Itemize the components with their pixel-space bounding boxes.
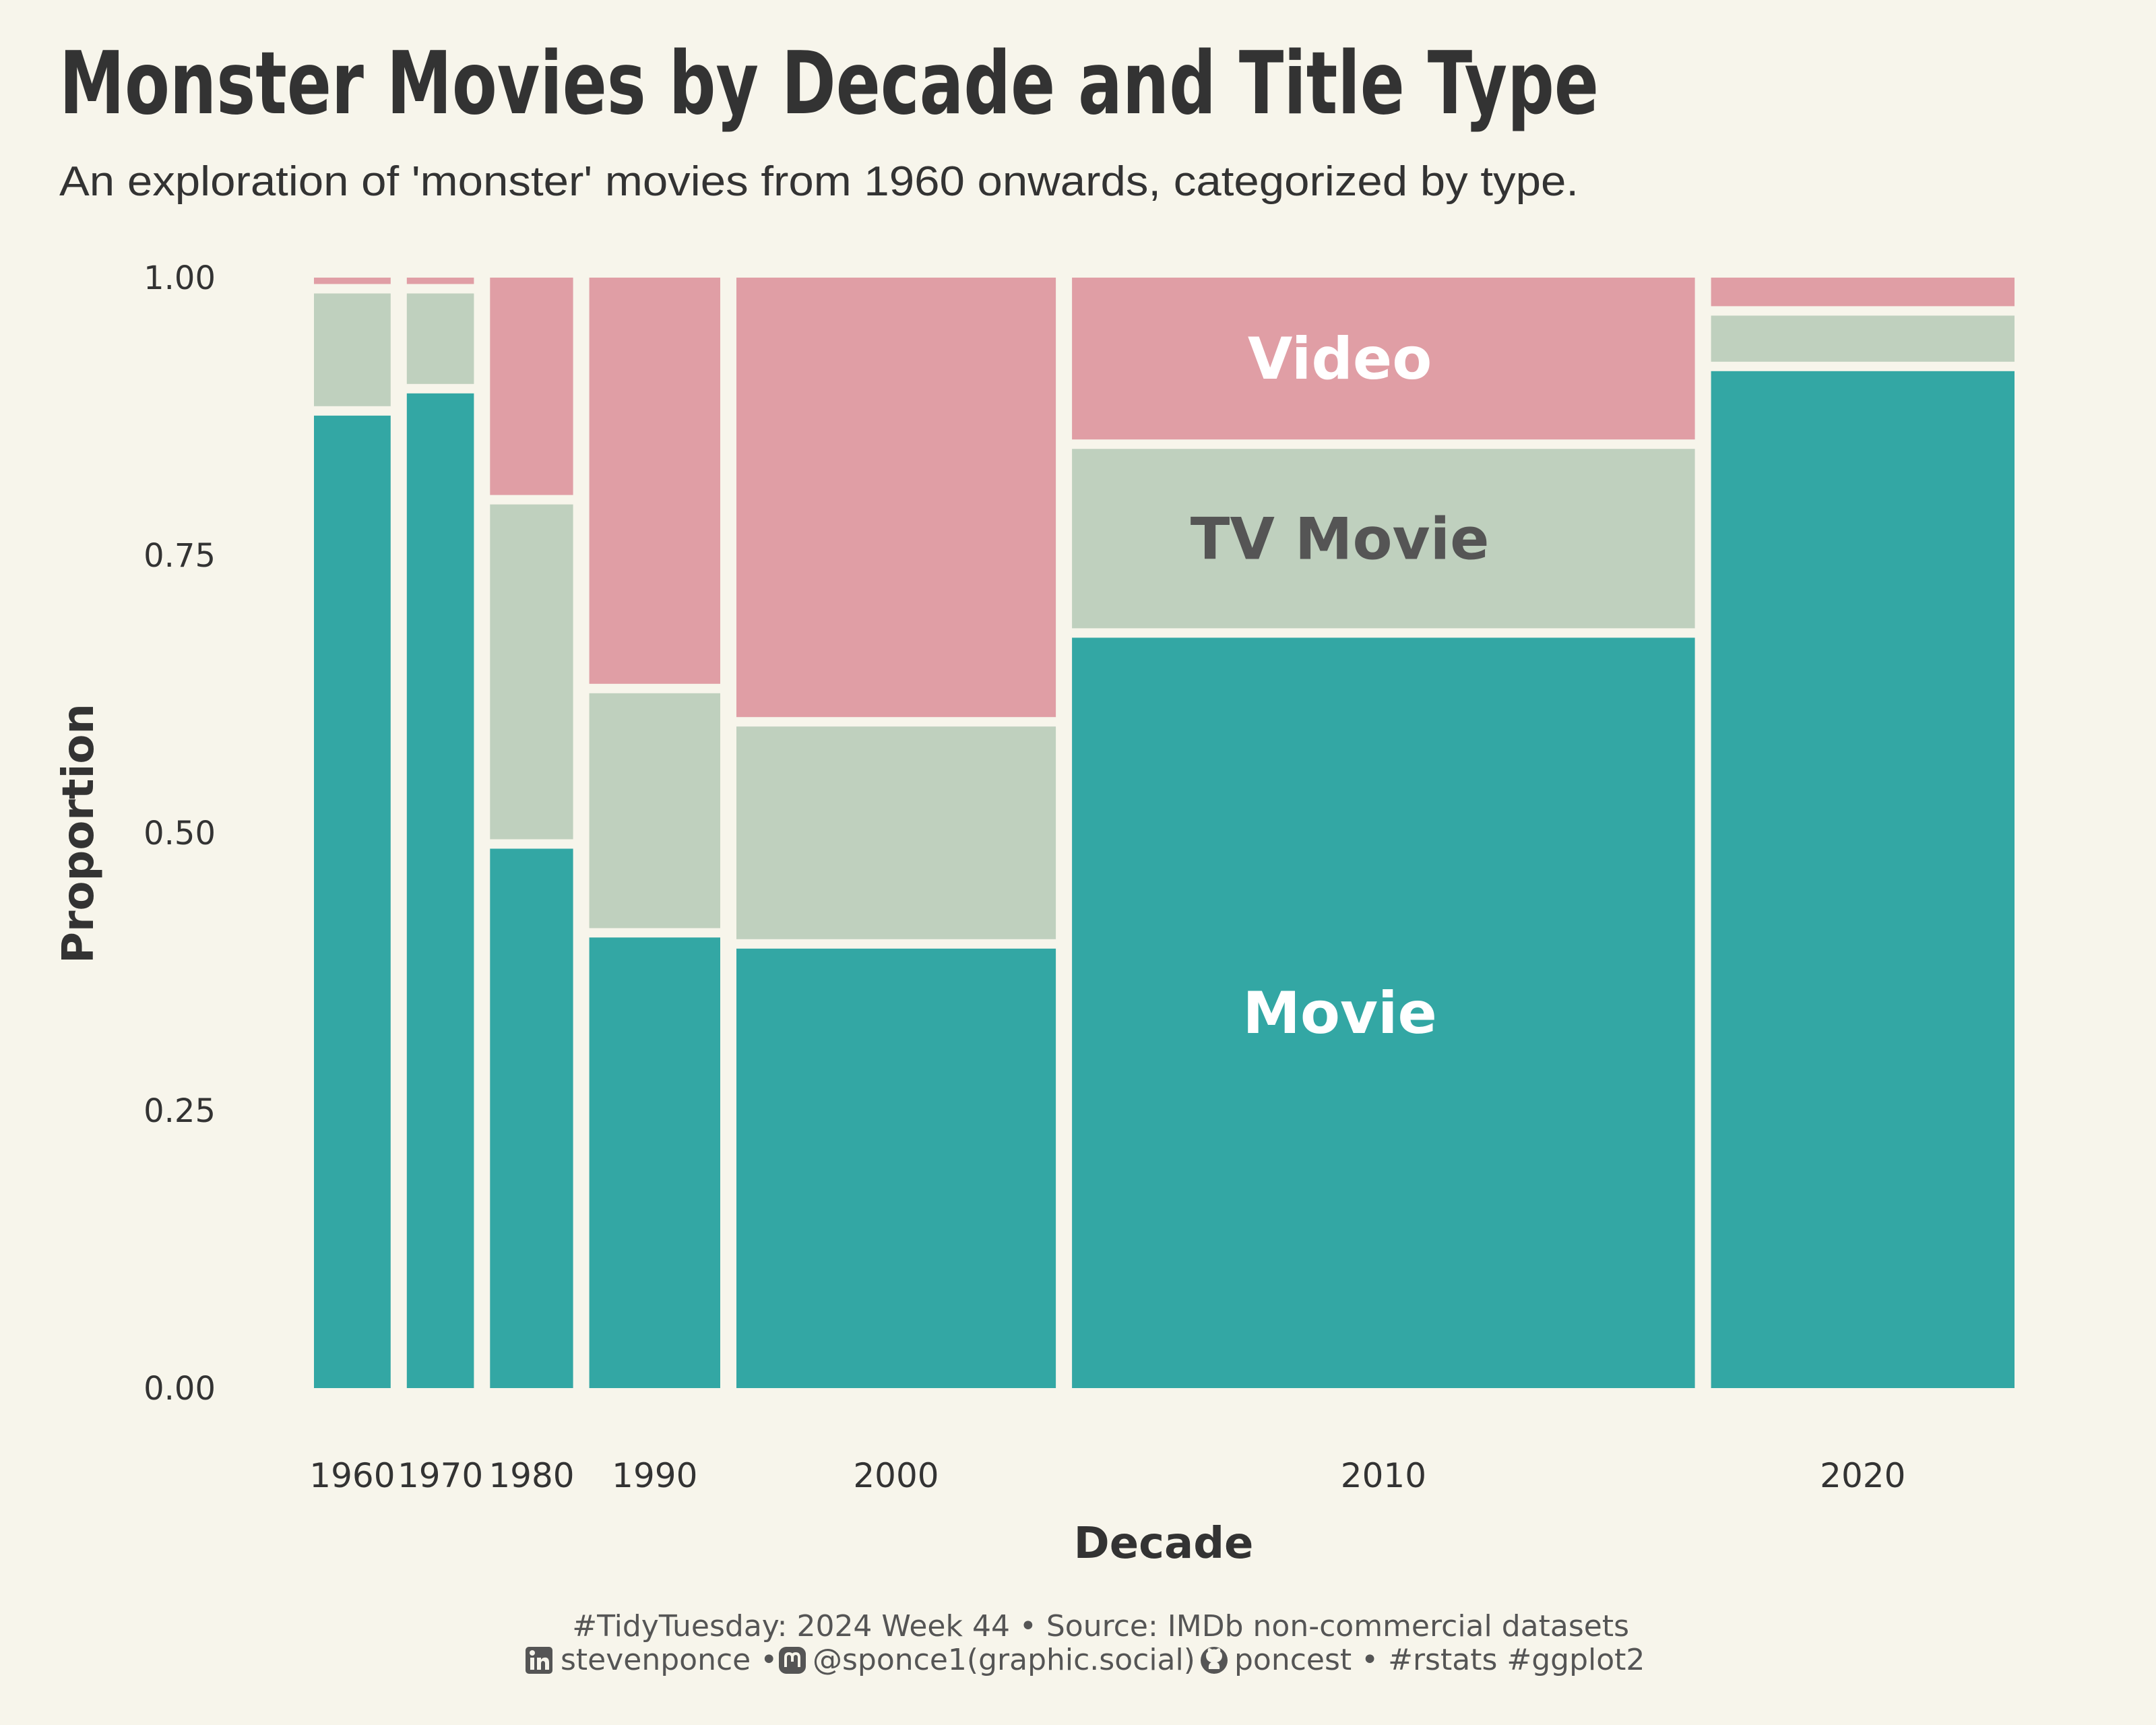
- chart-subtitle: An exploration of 'monster' movies from …: [59, 158, 1579, 205]
- bar-2010-tv-movie: [1072, 449, 1695, 629]
- bar-1990-tv-movie: [589, 693, 720, 929]
- github-icon: [1201, 1647, 1228, 1674]
- x-axis-title: Decade: [1074, 1519, 1254, 1569]
- chart-title: Monster Movies by Decade and Title Type: [59, 34, 1599, 134]
- x-tick-label-1990: 1990: [612, 1456, 697, 1495]
- bar-1990-movie: [589, 937, 720, 1388]
- x-tick-label-1970: 1970: [398, 1456, 483, 1495]
- segment-label-video: Video: [1248, 325, 1432, 393]
- bar-1970-movie: [406, 393, 474, 1388]
- bar-1970-tv-movie: [406, 293, 474, 384]
- x-tick-label-2000: 2000: [853, 1456, 939, 1495]
- bar-2010-video: [1072, 278, 1695, 440]
- bar-1980-video: [490, 278, 573, 495]
- x-tick-label-1980: 1980: [488, 1456, 574, 1495]
- bar-1980-tv-movie: [490, 504, 573, 840]
- linkedin-icon: [526, 1647, 552, 1674]
- x-axis-ticks: 1960 1970 1980 1990 2000 2010 2020: [309, 1456, 1905, 1495]
- bar-2010-movie: [1072, 637, 1695, 1388]
- y-axis-title: Proportion: [54, 703, 104, 964]
- x-tick-label-2020: 2020: [1820, 1456, 1905, 1495]
- y-tick-label: 0.25: [144, 1092, 216, 1130]
- segment-labels: Movie TV Movie Video: [1191, 325, 1490, 1047]
- bar-2020-video: [1711, 278, 2015, 307]
- x-tick-label-1960: 1960: [309, 1456, 395, 1495]
- y-tick-label: 0.50: [144, 815, 216, 852]
- caption-line-2: stevenponce • @sponce1(graphic.social) p…: [526, 1643, 1645, 1677]
- bar-1960-movie: [314, 415, 391, 1388]
- caption: #TidyTuesday: 2024 Week 44 • Source: IMD…: [526, 1609, 1645, 1677]
- bar-1960-tv-movie: [314, 293, 391, 406]
- bar-2000-tv-movie: [736, 726, 1056, 939]
- caption-mastodon-text: @sponce1(graphic.social): [813, 1643, 1195, 1677]
- caption-github-text: poncest • #rstats #ggplot2: [1234, 1643, 1645, 1677]
- segment-label-movie: Movie: [1242, 980, 1437, 1047]
- bar-2020-movie: [1711, 371, 2015, 1388]
- x-tick-label-2010: 2010: [1341, 1456, 1426, 1495]
- caption-line-1: #TidyTuesday: 2024 Week 44 • Source: IMD…: [572, 1609, 1629, 1643]
- bar-2000-video: [736, 278, 1056, 718]
- bar-1960-video: [314, 278, 391, 284]
- caption-linkedin-text: stevenponce •: [561, 1643, 778, 1677]
- y-tick-label: 0.75: [144, 537, 216, 575]
- plot-area: [314, 278, 2015, 1388]
- bar-1970-video: [406, 278, 474, 284]
- y-tick-label: 0.00: [144, 1370, 216, 1408]
- bar-2000-movie: [736, 948, 1056, 1388]
- mastodon-icon: [779, 1647, 806, 1674]
- segment-label-tv-movie: TV Movie: [1191, 505, 1490, 573]
- bar-1990-video: [589, 278, 720, 684]
- y-axis-ticks: 0.00 0.25 0.50 0.75 1.00: [144, 259, 216, 1408]
- bar-2020-tv-movie: [1711, 315, 2015, 362]
- bar-1980-movie: [490, 848, 573, 1388]
- y-tick-label: 1.00: [144, 259, 216, 297]
